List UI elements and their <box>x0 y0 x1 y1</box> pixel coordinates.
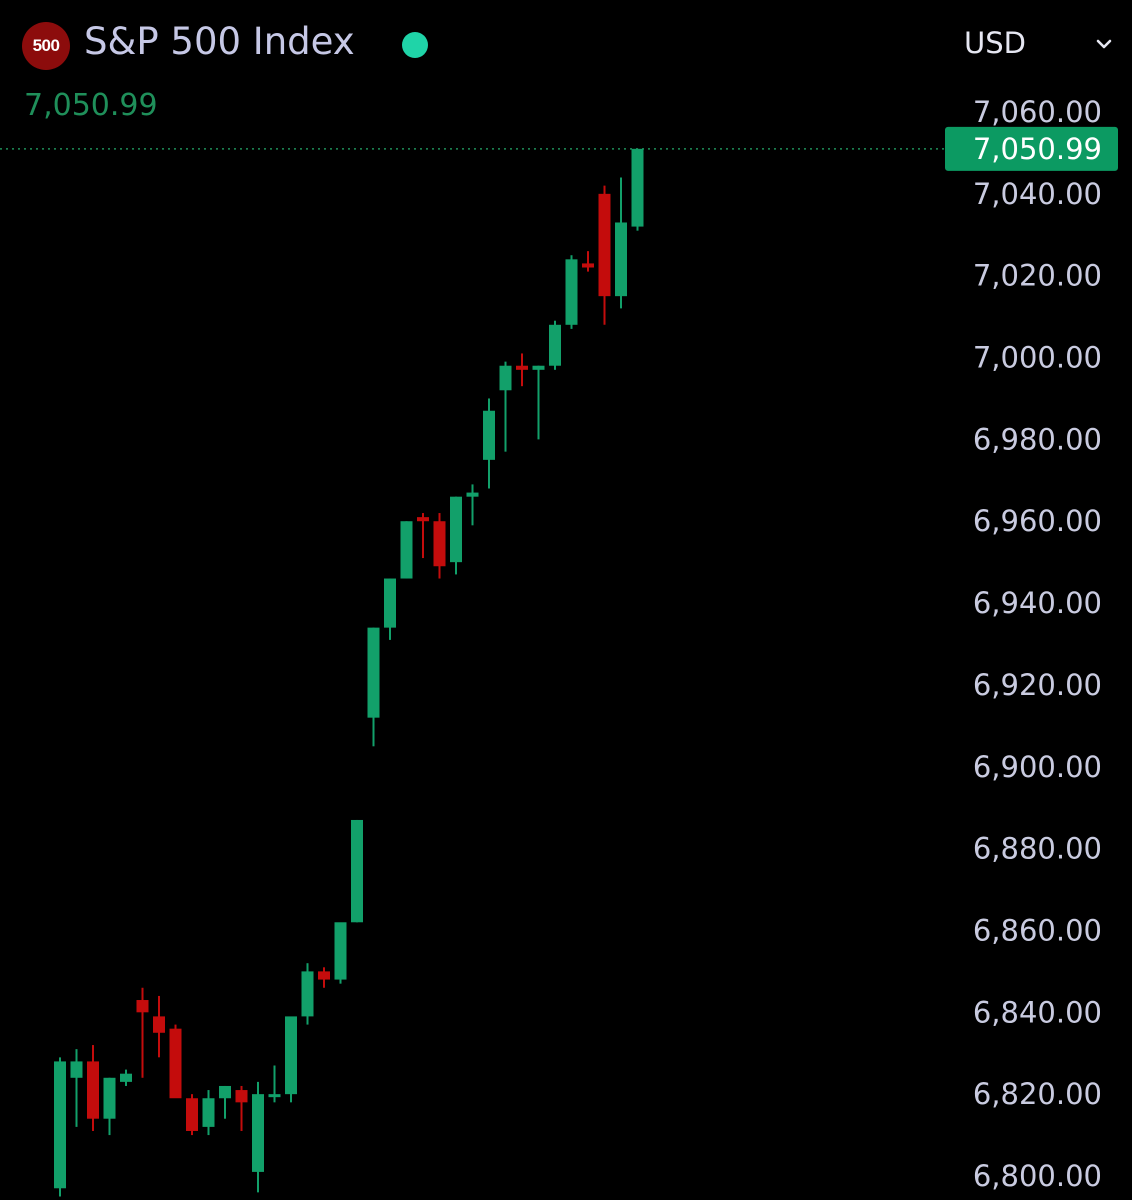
candle-body <box>367 627 380 718</box>
y-tick-label: 6,840.00 <box>973 995 1102 1029</box>
candle-body <box>103 1077 116 1119</box>
candle-body <box>384 578 396 628</box>
y-tick-label: 6,940.00 <box>973 586 1102 620</box>
candle-body <box>318 971 330 980</box>
y-tick-label: 7,020.00 <box>973 259 1102 293</box>
y-tick-label: 6,860.00 <box>973 913 1102 947</box>
candle-body <box>268 1094 281 1098</box>
candle-body <box>450 496 462 563</box>
candle-body <box>285 1016 297 1095</box>
y-tick-label: 6,980.00 <box>973 422 1102 456</box>
candle-body <box>466 492 479 497</box>
candle-body <box>400 521 413 579</box>
chart-header: 500 S&P 500 Index USD 7,050.99 <box>0 0 1132 123</box>
y-tick-label: 6,960.00 <box>973 504 1102 538</box>
candle-body <box>598 193 611 297</box>
instrument-title[interactable]: S&P 500 Index <box>84 20 355 63</box>
last-price-label-bg <box>945 126 1118 171</box>
candle-body <box>433 521 446 567</box>
candle-body <box>582 263 594 268</box>
y-tick-label: 6,920.00 <box>973 668 1102 702</box>
candle-body <box>70 1061 83 1078</box>
y-tick-label: 7,040.00 <box>973 177 1102 211</box>
candle-body <box>186 1098 198 1131</box>
candle-body <box>235 1090 248 1103</box>
candle-body <box>202 1098 215 1127</box>
candle-body <box>565 259 578 325</box>
candle-body <box>153 1016 165 1033</box>
y-tick-label: 6,820.00 <box>973 1077 1102 1111</box>
candle-body <box>631 148 644 227</box>
y-tick-label: 7,060.00 <box>973 95 1102 129</box>
last-price-label: 7,050.99 <box>973 132 1102 166</box>
y-tick-label: 7,000.00 <box>973 341 1102 375</box>
candle-body <box>532 365 545 370</box>
market-status-dot <box>402 32 428 58</box>
y-tick-label: 6,800.00 <box>973 1159 1102 1193</box>
candle-body <box>334 922 347 980</box>
candle-body <box>120 1073 132 1082</box>
y-tick-label: 6,900.00 <box>973 750 1102 784</box>
current-price: 7,050.99 <box>24 88 158 123</box>
candle-body <box>136 1000 149 1013</box>
candle-body <box>417 517 429 522</box>
candle-body <box>516 365 528 370</box>
candle-body <box>87 1061 99 1119</box>
currency-selector[interactable]: USD <box>964 26 1026 60</box>
candle-body <box>351 819 363 923</box>
y-tick-label: 6,880.00 <box>973 832 1102 866</box>
candle-body <box>252 1094 264 1172</box>
sp500-logo-icon: 500 <box>22 22 70 70</box>
candle-body <box>301 971 314 1017</box>
candle-body <box>219 1085 231 1099</box>
candle-body <box>54 1061 66 1189</box>
candle-body <box>499 365 512 391</box>
candle-body <box>169 1028 182 1099</box>
candle-body <box>549 324 561 366</box>
candle-body <box>615 222 627 297</box>
chevron-down-icon[interactable] <box>1094 34 1114 54</box>
candle-body <box>483 410 495 460</box>
